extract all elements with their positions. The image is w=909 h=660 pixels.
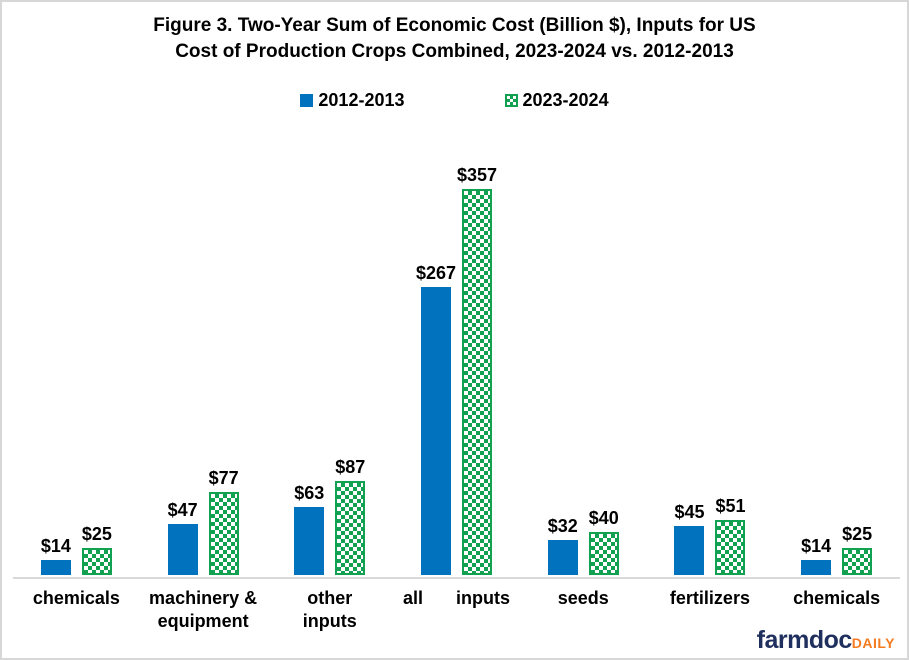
bar-value-label: $47 (167, 500, 198, 520)
bar-value-label: $25 (81, 524, 112, 544)
bar-group: $40 (589, 508, 619, 575)
x-axis-label-all-inputs: all inputs (403, 588, 511, 608)
bar-2012-2013-other-inputs (294, 507, 325, 575)
bar-plot-area: $14 $25 $47 $77 $63 $87 $267 $357 $32 $40 $45 $51 $1… (13, 165, 900, 575)
category-slot-fertilizers: $45 $51 (647, 496, 774, 575)
bar-2023-2024-fertilizers (715, 520, 746, 575)
bar-value-label: $45 (674, 502, 705, 522)
bar-value-label: $51 (715, 496, 746, 516)
category-slot-chemicals: $14 $25 (13, 524, 140, 575)
bar-2023-2024-seeds (588, 532, 619, 575)
x-axis-label-other-inputs: other inputs (302, 588, 357, 631)
farmdoc-logo-text: farmdoc (756, 626, 853, 654)
bar-2023-2024-all-inputs (462, 189, 493, 575)
bar-group: $87 (335, 457, 365, 575)
bar-value-label: $357 (457, 165, 498, 185)
bar-value-label: $267 (416, 263, 457, 283)
bar-group: $25 (842, 524, 872, 575)
bar-value-label: $40 (588, 508, 619, 528)
legend-swatch-green-checker (504, 94, 518, 107)
bar-group: $51 (715, 496, 745, 575)
legend-swatch-blue (300, 94, 314, 107)
category-slot-machinery-equipment: $47 $77 (140, 468, 267, 575)
chart-title: Figure 3. Two-Year Sum of Economic Cost … (2, 13, 907, 65)
chart-title-line2: Cost of Production Crops Combined, 2023-… (175, 41, 734, 62)
bar-group: $14 (41, 536, 71, 575)
bar-2023-2024-machinery-equipment (208, 492, 239, 575)
daily-logo-text: DAILY (851, 635, 895, 651)
bar-group: $25 (82, 524, 112, 575)
legend-label: 2012-2013 (318, 90, 405, 110)
bar-2012-2013-machinery-equipment (167, 524, 198, 575)
bar-value-label: $25 (842, 524, 873, 544)
bar-2012-2013-seeds (547, 540, 578, 575)
bar-2012-2013-chemicals (40, 560, 71, 575)
chart-title-line1: Figure 3. Two-Year Sum of Economic Cost … (153, 15, 756, 36)
bar-2023-2024-chemicals (81, 548, 112, 575)
legend-item-2012-2013: 2012-2013 (300, 90, 405, 111)
bar-group: $32 (548, 516, 578, 575)
legend-label: 2023-2024 (522, 90, 609, 110)
bar-value-label: $32 (547, 516, 578, 536)
bar-group: $77 (209, 468, 239, 575)
bar-value-label: $77 (208, 468, 239, 488)
category-slot-seeds: $32 $40 (520, 508, 647, 575)
x-axis-category-labels: chemicals machinery & equipment other inputs… (13, 587, 900, 633)
chart-legend: 2012-2013 2023-2024 (2, 90, 907, 111)
legend-item-2023-2024: 2023-2024 (504, 90, 609, 111)
bar-value-label: $63 (294, 483, 325, 503)
bar-group: $14 (801, 536, 831, 575)
farmdoc-daily-logo: farmdoc DAILY (757, 626, 895, 655)
bar-2023-2024-chemicals (842, 548, 873, 575)
bar-group: $45 (674, 502, 704, 575)
bar-group: $63 (294, 483, 324, 575)
x-axis-label-seeds: seeds (557, 588, 609, 608)
bar-2023-2024-other-inputs (335, 481, 366, 575)
category-slot-all-inputs: $267 $357 (393, 165, 520, 575)
bar-value-label: $87 (335, 457, 366, 477)
bar-2012-2013-fertilizers (674, 526, 705, 575)
bar-2012-2013-chemicals (801, 560, 832, 575)
category-slot-other-inputs: $63 $87 (266, 457, 393, 575)
x-axis-label-chemicals: chemicals (32, 588, 120, 608)
bar-2012-2013-all-inputs (421, 287, 452, 575)
bar-value-label: $14 (801, 536, 832, 556)
x-axis-label-machinery-equipment: machinery & equipment (149, 588, 258, 631)
bar-group: $357 (457, 165, 497, 575)
x-axis-label-fertilizers: fertilizers (669, 588, 750, 608)
x-axis-label-chemicals: chemicals (793, 588, 881, 608)
bar-group: $267 (416, 263, 456, 575)
x-axis-line (13, 577, 900, 579)
category-slot-chemicals: $14 $25 (773, 524, 900, 575)
bar-group: $47 (168, 500, 198, 575)
bar-value-label: $14 (40, 536, 71, 556)
